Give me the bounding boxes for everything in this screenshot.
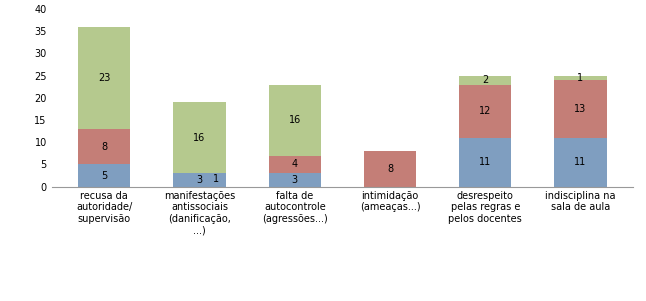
Text: 3: 3 <box>292 175 298 185</box>
Text: 8: 8 <box>387 164 393 174</box>
Bar <box>78 129 130 164</box>
Bar <box>78 164 130 187</box>
Text: 16: 16 <box>193 133 205 143</box>
Bar <box>459 76 512 85</box>
Text: 23: 23 <box>98 73 110 83</box>
Text: 8: 8 <box>101 142 107 152</box>
Bar <box>269 156 321 173</box>
Text: 2: 2 <box>482 75 488 85</box>
Bar <box>459 138 512 187</box>
Text: 16: 16 <box>289 115 301 125</box>
Bar <box>269 173 321 187</box>
Bar <box>459 85 512 138</box>
Text: 12: 12 <box>479 106 492 116</box>
Bar <box>554 80 607 138</box>
Bar <box>78 27 130 129</box>
Bar <box>269 85 321 156</box>
Bar <box>173 173 225 187</box>
Text: 11: 11 <box>479 157 492 167</box>
Text: 4: 4 <box>292 160 298 169</box>
Bar <box>364 151 416 187</box>
Text: 1: 1 <box>578 73 583 83</box>
Bar <box>554 138 607 187</box>
Bar <box>173 102 225 173</box>
Text: 5: 5 <box>101 171 107 181</box>
Text: 1: 1 <box>213 174 219 184</box>
Bar <box>554 76 607 80</box>
Text: 13: 13 <box>574 104 587 114</box>
Text: 3: 3 <box>196 175 203 185</box>
Text: 11: 11 <box>574 157 587 167</box>
